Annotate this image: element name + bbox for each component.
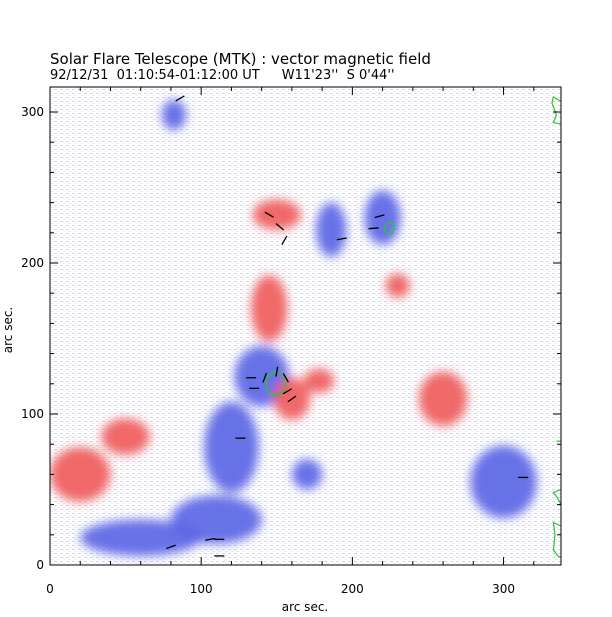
y-tick-label: 300 — [21, 105, 44, 119]
positive-field-region — [385, 273, 410, 298]
positive-field-region — [50, 447, 111, 502]
field-contour — [265, 371, 287, 397]
field-contour — [383, 221, 396, 236]
heliographic-position: W11'23'' S 0'44'' — [281, 68, 395, 83]
negative-field-region — [161, 99, 187, 131]
field-contour — [551, 95, 561, 125]
y-tick-label: 100 — [21, 407, 44, 421]
positive-field-region — [251, 275, 288, 342]
negative-field-region — [364, 190, 401, 245]
transverse-field-vector — [374, 214, 385, 219]
chart-title: Solar Flare Telescope (MTK) : vector mag… — [50, 50, 431, 68]
x-tick-label: 200 — [341, 582, 364, 596]
x-tick-label: 0 — [46, 582, 54, 596]
x-tick-label: 100 — [190, 582, 213, 596]
y-tick-label: 0 — [36, 558, 44, 572]
positive-field-region — [303, 368, 335, 393]
transverse-field-vector — [281, 235, 288, 246]
transverse-field-vector — [264, 211, 274, 218]
chart-subtitle: 92/12/31 01:10:54-01:12:00 UT W11'23'' S … — [50, 68, 395, 83]
axes: 0 100 200 300 0 100 200 300 — [21, 87, 561, 596]
transverse-field-vector — [368, 227, 379, 230]
transverse-field-vector — [282, 373, 289, 383]
transverse-field-vector — [336, 237, 347, 241]
plot-frame — [49, 86, 562, 566]
field-regions — [50, 99, 537, 556]
x-tick-label: 300 — [492, 582, 515, 596]
transverse-field-vector — [275, 366, 279, 377]
transverse-field-vector — [287, 395, 297, 403]
transverse-field-vector — [166, 544, 176, 550]
observation-date: 92/12/31 — [50, 68, 109, 83]
transverse-field-vector — [275, 223, 285, 231]
y-axis-label: arc sec. — [1, 307, 15, 353]
positive-field-region — [418, 371, 468, 427]
field-contour — [552, 488, 561, 505]
negative-field-region — [470, 445, 537, 519]
field-contour — [552, 521, 561, 558]
contour-layer — [265, 95, 561, 558]
negative-field-region — [80, 519, 202, 556]
positive-field-region — [101, 418, 150, 455]
y-tick-label: 200 — [21, 256, 44, 270]
transverse-field-vector — [282, 388, 293, 395]
negative-field-region — [291, 459, 323, 490]
negative-field-region — [204, 401, 259, 493]
transverse-field-vector — [205, 537, 216, 541]
vector-layer — [166, 95, 529, 557]
x-axis-label: arc sec. — [282, 600, 328, 614]
transverse-field-vector — [262, 372, 268, 383]
positive-field-region — [252, 199, 301, 230]
observation-time-range: 01:10:54-01:12:00 UT — [116, 68, 260, 83]
transverse-field-vector — [175, 95, 185, 102]
negative-field-region — [316, 202, 347, 257]
